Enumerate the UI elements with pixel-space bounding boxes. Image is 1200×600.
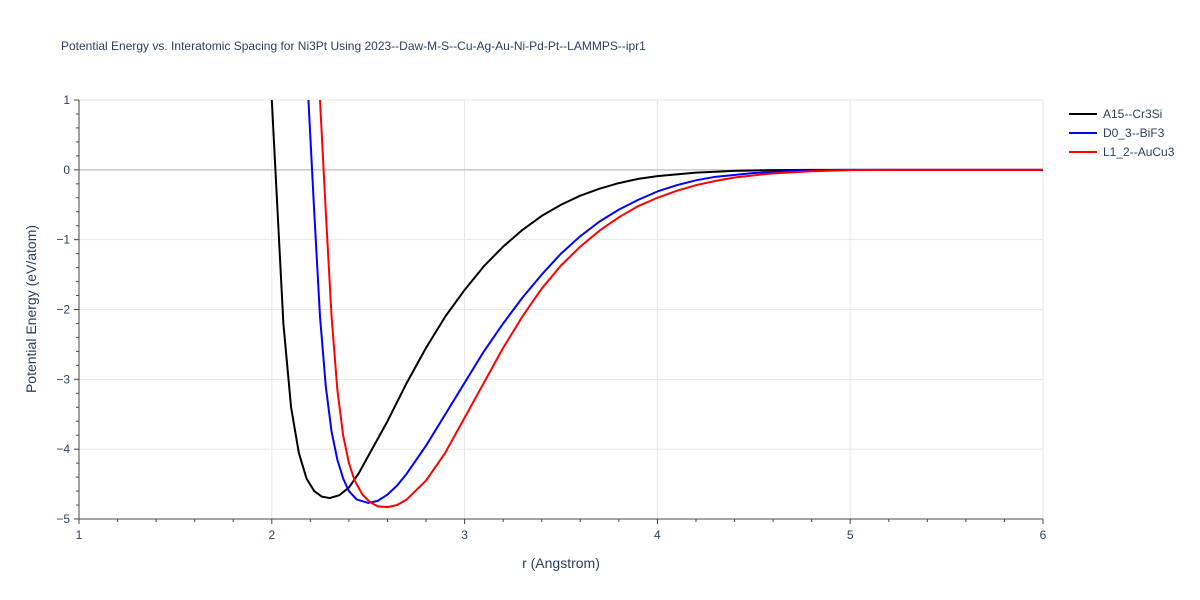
legend-item[interactable]: A15--Cr3Si xyxy=(1069,107,1162,121)
x-tick-label: 6 xyxy=(1040,528,1047,542)
y-tick-label: 0 xyxy=(63,163,70,177)
axes: 1 2 3 4 5 6 1 0 −1 −2 −3 −4 −5 xyxy=(56,93,1046,542)
y-tick-label: 1 xyxy=(63,93,70,107)
y-axis-title: Potential Energy (eV/atom) xyxy=(23,225,39,393)
x-tick-label: 4 xyxy=(654,528,661,542)
legend[interactable]: A15--Cr3Si D0_3--BiF3 L1_2--AuCu3 xyxy=(1069,107,1175,159)
series-line-1 xyxy=(270,100,1043,500)
y-tick-label: −2 xyxy=(56,303,70,317)
series-group xyxy=(270,100,1043,509)
chart-title: Potential Energy vs. Interatomic Spacing… xyxy=(61,39,646,53)
legend-label: A15--Cr3Si xyxy=(1103,107,1162,121)
legend-item[interactable]: D0_3--BiF3 xyxy=(1069,126,1165,140)
x-tick-label: 2 xyxy=(268,528,275,542)
x-axis-title: r (Angstrom) xyxy=(522,555,600,571)
y-tick-label: −4 xyxy=(56,442,70,456)
x-tick-label: 3 xyxy=(461,528,468,542)
grid xyxy=(79,99,1044,519)
legend-label: D0_3--BiF3 xyxy=(1103,126,1165,140)
y-tick-label: −3 xyxy=(56,372,70,386)
y-tick-label: −5 xyxy=(56,512,70,526)
y-tick-label: −1 xyxy=(56,233,70,247)
series-line-3 xyxy=(319,100,1043,509)
x-tick-label: 1 xyxy=(76,528,83,542)
series-line-2 xyxy=(307,100,1043,504)
legend-label: L1_2--AuCu3 xyxy=(1103,145,1175,159)
legend-item[interactable]: L1_2--AuCu3 xyxy=(1069,145,1175,159)
x-tick-label: 5 xyxy=(847,528,854,542)
